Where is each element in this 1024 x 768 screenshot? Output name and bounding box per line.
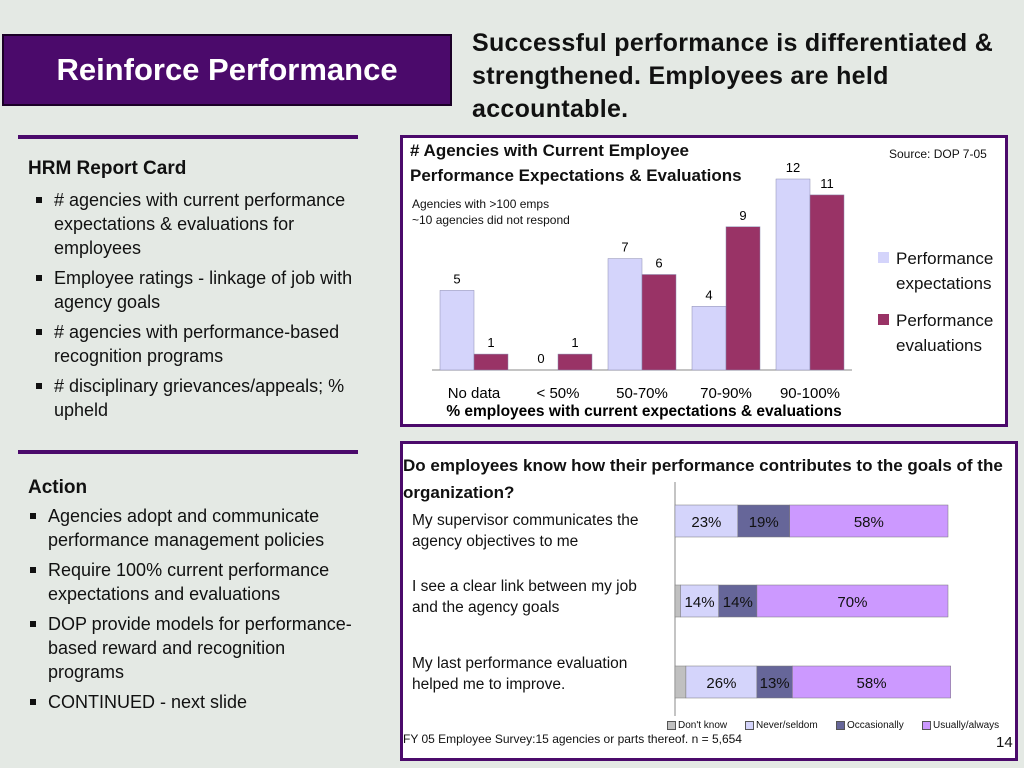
list-item: DOP provide models for performance-based…	[28, 612, 358, 684]
data-label: 7	[621, 240, 628, 255]
headline: Successful performance is differentiated…	[472, 29, 994, 123]
x-axis-label: % employees with current expectations & …	[446, 403, 841, 420]
action-heading: Action	[28, 477, 88, 498]
chart2-legend-item: Don't know	[667, 720, 727, 731]
bar-segment	[792, 665, 951, 699]
divider-bottom	[18, 450, 358, 454]
bar-segment	[718, 584, 758, 618]
tick-label: No data	[448, 385, 501, 402]
data-label: 12	[786, 160, 800, 175]
legend-swatch	[878, 314, 889, 325]
legend-swatch	[745, 720, 754, 730]
chart2-legend-item: Occasionally	[836, 720, 904, 731]
data-label: 19%	[749, 514, 779, 531]
tick-label: 70-90%	[700, 385, 752, 402]
list-item: CONTINUED - next slide	[28, 690, 358, 714]
legend-swatch	[922, 720, 931, 730]
legend-label: Don't know	[678, 720, 728, 731]
chart2-title: Do employees know how their performance …	[403, 456, 1003, 502]
tick-label: 90-100%	[780, 385, 840, 402]
chart2-legend-item: Never/seldom	[745, 720, 818, 731]
chart1-title: # Agencies with Current Employee Perform…	[410, 141, 742, 185]
bar-segment	[674, 504, 739, 538]
data-label: 26%	[706, 675, 736, 692]
divider-top	[18, 135, 358, 139]
chart1-source: Source: DOP 7-05	[889, 147, 987, 161]
list-item: # agencies with performance-based recogn…	[34, 320, 354, 368]
survey-statement: I see a clear link between my job and th…	[412, 578, 637, 616]
bar	[775, 178, 811, 371]
legend-swatch	[667, 720, 676, 730]
bar	[641, 274, 677, 371]
report-card-heading: HRM Report Card	[28, 158, 187, 179]
data-label: 1	[487, 335, 494, 350]
legend-swatch	[878, 252, 889, 263]
bar-segment	[680, 584, 719, 618]
bar	[473, 353, 509, 371]
data-label: 58%	[854, 514, 884, 531]
survey-statement: My supervisor communicates the agency ob…	[412, 512, 639, 550]
data-label: 9	[739, 208, 746, 223]
bar-segment	[674, 665, 687, 699]
bar-segment	[756, 584, 949, 618]
legend-label: Performance evaluations	[896, 311, 994, 355]
slide-title: Reinforce Performance	[2, 34, 452, 106]
list-item: # agencies with current performance expe…	[34, 188, 354, 260]
data-label: 70%	[837, 594, 867, 611]
survey-statement: My last performance evaluation helped me…	[412, 655, 628, 693]
bar-segment	[737, 504, 790, 538]
data-label: 58%	[857, 675, 887, 692]
tick-label: < 50%	[537, 385, 580, 402]
bar	[439, 290, 475, 371]
legend-label: Usually/always	[933, 720, 1000, 731]
bar-segment	[789, 504, 949, 538]
bar-chart-panel	[400, 135, 1008, 427]
data-label: 5	[453, 271, 460, 286]
bar-segment	[674, 584, 681, 618]
bar-segment	[685, 665, 758, 699]
chart1-legend: Performance expectations Performance eva…	[876, 246, 1006, 370]
legend-swatch	[836, 720, 845, 730]
list-item: Require 100% current performance expecta…	[28, 558, 358, 606]
legend-label: Performance expectations	[896, 249, 994, 293]
data-label: 23%	[691, 514, 721, 531]
data-label: 0	[537, 351, 544, 366]
list-item: Employee ratings - linkage of job with a…	[34, 266, 354, 314]
bar	[691, 306, 727, 371]
data-label: 11	[820, 176, 834, 191]
chart1-note: Agencies with >100 emps	[412, 197, 550, 211]
bar	[725, 226, 761, 371]
tick-label: 50-70%	[616, 385, 668, 402]
data-label: 14%	[723, 594, 753, 611]
chart1-note: ~10 agencies did not respond	[412, 213, 570, 227]
data-label: 1	[571, 335, 578, 350]
report-card-list: # agencies with current performance expe…	[34, 188, 354, 428]
data-label: 14%	[685, 594, 715, 611]
data-label: 13%	[760, 675, 790, 692]
legend-label: Occasionally	[847, 720, 904, 731]
survey-footer: FY 05 Employee Survey:15 agencies or par…	[403, 732, 742, 746]
list-item: Agencies adopt and communicate performan…	[28, 504, 358, 552]
list-item: # disciplinary grievances/appeals; % uph…	[34, 374, 354, 422]
bar	[809, 194, 845, 371]
data-label: 4	[705, 287, 712, 302]
action-list: Agencies adopt and communicate performan…	[28, 504, 358, 720]
page-number: 14	[996, 734, 1013, 751]
legend-label: Never/seldom	[756, 720, 818, 731]
chart2-legend-item: Usually/always	[922, 720, 999, 731]
data-label: 6	[655, 256, 662, 271]
bar-segment	[756, 665, 793, 699]
bar	[557, 353, 593, 371]
